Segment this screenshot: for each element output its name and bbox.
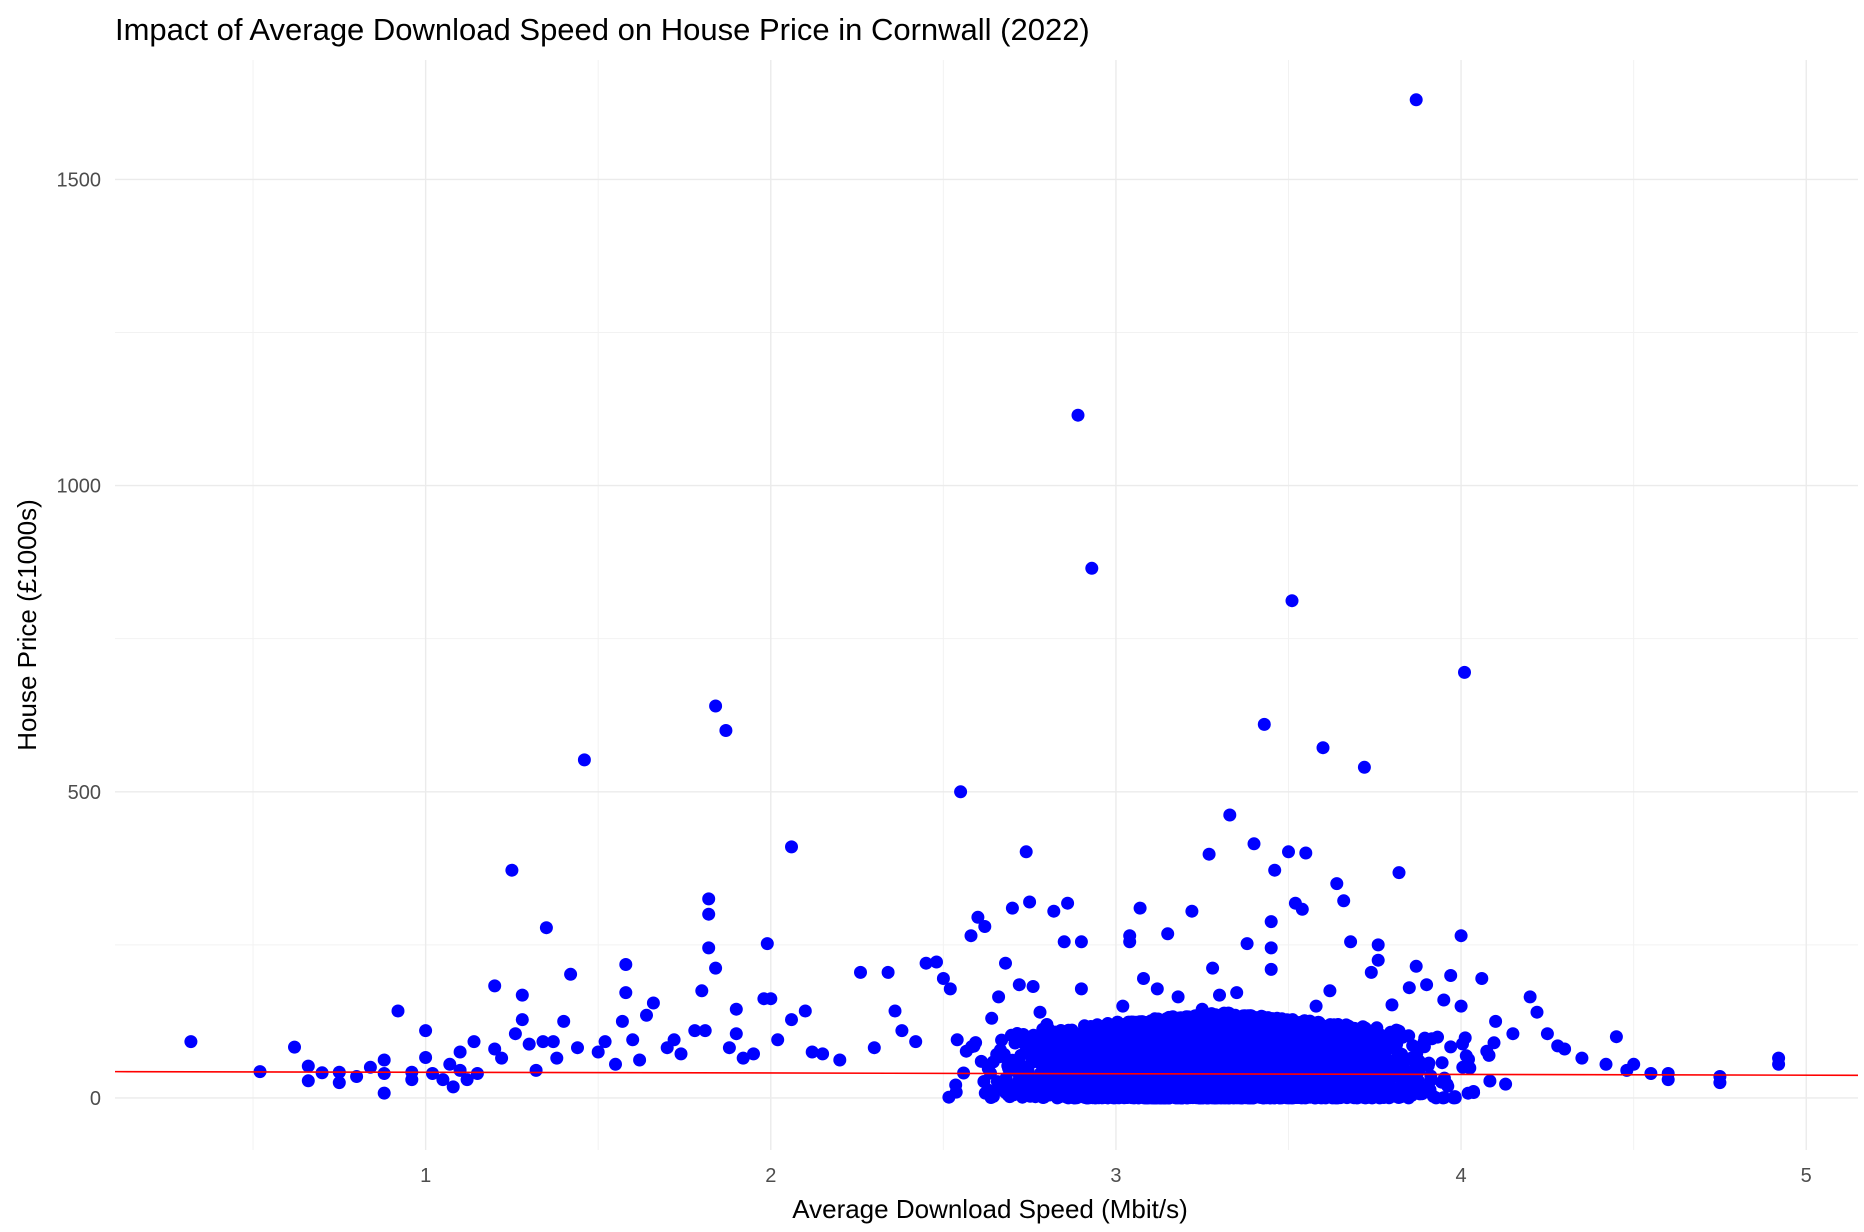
- data-point: [1048, 1025, 1062, 1039]
- data-point: [1024, 1071, 1038, 1085]
- data-point: [1079, 1029, 1093, 1043]
- major-gridlines: [115, 60, 1858, 1150]
- data-point: [1025, 1086, 1039, 1100]
- data-point: [1340, 1061, 1354, 1075]
- data-point: [1448, 1090, 1462, 1104]
- data-point: [1422, 1056, 1436, 1070]
- data-point: [1119, 1042, 1133, 1056]
- data-point: [1459, 1049, 1473, 1063]
- data-point: [1374, 1046, 1388, 1060]
- data-point: [949, 1085, 963, 1099]
- data-point: [1154, 1087, 1168, 1101]
- data-point: [1010, 1086, 1024, 1100]
- data-point: [1375, 1061, 1389, 1075]
- data-point: [1440, 1077, 1454, 1091]
- data-point: [1458, 1031, 1472, 1045]
- data-point: [1046, 1051, 1060, 1065]
- data-point: [967, 1039, 981, 1053]
- data-point: [1409, 1048, 1423, 1062]
- data-point: [1030, 1050, 1044, 1064]
- data-point: [1467, 1085, 1480, 1098]
- data-point: [1400, 1071, 1414, 1085]
- data-point: [1431, 1030, 1444, 1044]
- data-point: [1499, 1077, 1513, 1091]
- data-point: [1111, 1017, 1125, 1031]
- data-point: [1456, 1060, 1470, 1074]
- data-point: [1396, 1030, 1409, 1044]
- data-point: [1444, 1040, 1458, 1054]
- data-point: [995, 1033, 1009, 1047]
- data-point: [1436, 1091, 1450, 1105]
- data-point: [1062, 1043, 1075, 1057]
- data-point: [1435, 1056, 1449, 1070]
- data-point: [1483, 1074, 1497, 1088]
- data-points: [184, 93, 1786, 1105]
- minor-gridlines: [115, 60, 1858, 1150]
- data-point: [981, 1083, 995, 1097]
- data-point: [1048, 1037, 1062, 1051]
- data-point: [1366, 1035, 1380, 1049]
- data-point: [974, 1054, 988, 1068]
